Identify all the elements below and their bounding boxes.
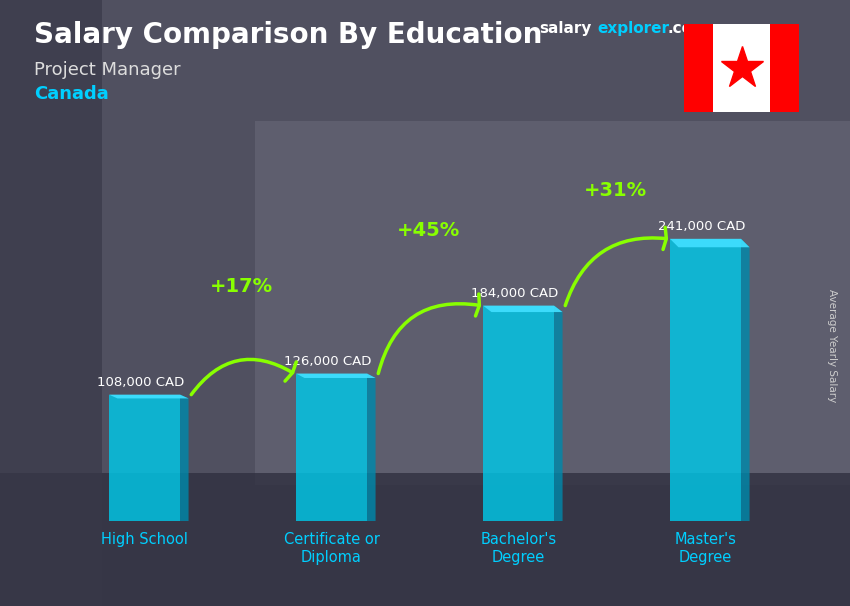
Text: Canada: Canada <box>34 85 109 103</box>
Text: +45%: +45% <box>397 221 461 240</box>
Text: +31%: +31% <box>584 181 648 200</box>
Bar <box>684 24 713 112</box>
Polygon shape <box>367 373 376 521</box>
Text: explorer: explorer <box>598 21 670 36</box>
Polygon shape <box>554 305 563 521</box>
Text: 108,000 CAD: 108,000 CAD <box>97 376 184 389</box>
Text: Project Manager: Project Manager <box>34 61 180 79</box>
Text: 184,000 CAD: 184,000 CAD <box>471 287 558 300</box>
Polygon shape <box>670 239 741 521</box>
Text: Salary Comparison By Education: Salary Comparison By Education <box>34 21 542 49</box>
Polygon shape <box>296 373 376 378</box>
Polygon shape <box>483 305 563 312</box>
Polygon shape <box>109 395 180 521</box>
Bar <box>0 0 102 606</box>
Text: Average Yearly Salary: Average Yearly Salary <box>827 289 837 402</box>
Polygon shape <box>180 395 189 521</box>
Text: +17%: +17% <box>210 278 274 296</box>
Text: salary: salary <box>540 21 592 36</box>
Text: .com: .com <box>667 21 708 36</box>
Polygon shape <box>109 395 189 398</box>
Polygon shape <box>741 239 750 521</box>
Polygon shape <box>670 239 750 247</box>
Bar <box>0 473 850 606</box>
Bar <box>770 24 799 112</box>
Bar <box>255 121 850 485</box>
Polygon shape <box>483 305 554 521</box>
Polygon shape <box>296 373 367 521</box>
Text: 126,000 CAD: 126,000 CAD <box>284 355 371 368</box>
Text: 241,000 CAD: 241,000 CAD <box>658 220 745 233</box>
